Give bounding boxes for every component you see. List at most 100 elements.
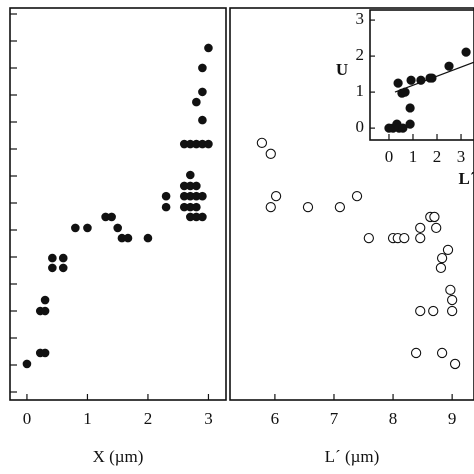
data-point: [204, 43, 213, 53]
x-tick-label: 9: [448, 409, 457, 428]
y-tick-label: 1: [356, 81, 365, 100]
data-point: [416, 75, 426, 85]
data-point: [58, 263, 68, 273]
data-point: [198, 139, 207, 149]
data-point: [436, 252, 448, 264]
data-point: [435, 262, 447, 274]
data-point: [446, 305, 458, 317]
data-point: [431, 222, 442, 234]
data-point: [444, 61, 454, 71]
data-point: [442, 244, 454, 256]
data-point: [143, 233, 153, 243]
data-point: [204, 139, 213, 149]
data-point: [265, 201, 276, 213]
data-point: [179, 191, 189, 201]
data-point: [302, 201, 314, 213]
data-point: [406, 75, 416, 85]
data-point: [40, 295, 50, 305]
x-tick-label: 8: [389, 409, 398, 428]
data-point: [192, 191, 201, 201]
x-tick-label: 0: [385, 147, 394, 166]
data-point: [445, 284, 456, 295]
data-point: [436, 347, 448, 359]
x-tick-label: 1: [409, 147, 418, 166]
data-point: [265, 148, 276, 159]
data-point: [399, 232, 410, 244]
data-point: [192, 212, 201, 222]
data-point: [198, 87, 207, 97]
data-point: [405, 103, 415, 113]
panel-frame: [229, 7, 474, 401]
data-point: [71, 223, 80, 233]
data-point: [186, 202, 195, 212]
data-point: [256, 137, 268, 148]
data-point: [425, 73, 435, 83]
data-point: [415, 222, 426, 234]
data-point: [179, 139, 189, 149]
data-point: [415, 305, 426, 317]
x-tick-label: 1: [83, 409, 92, 428]
x-axis-label: L´: [459, 169, 474, 188]
data-point: [117, 233, 127, 243]
x-tick-label: 6: [271, 409, 280, 428]
data-point: [161, 191, 171, 201]
data-point: [270, 191, 282, 202]
panel-frame: [9, 7, 227, 401]
data-point: [186, 181, 195, 191]
data-point: [40, 348, 50, 358]
data-point: [393, 78, 403, 88]
x-tick-label: 2: [144, 409, 153, 428]
data-point: [186, 170, 195, 180]
data-point: [123, 233, 133, 243]
data-point: [186, 191, 195, 201]
data-point: [101, 212, 110, 222]
data-point: [186, 139, 195, 149]
data-point: [113, 223, 122, 233]
x-tick-label: 2: [433, 147, 442, 166]
data-point: [351, 191, 363, 202]
x-tick-label: 7: [330, 409, 339, 428]
data-point: [428, 305, 439, 317]
x-tick-label: 3: [204, 409, 213, 428]
data-point: [405, 119, 415, 129]
inset-background: [370, 10, 474, 140]
x-tick-label: 0: [23, 409, 32, 428]
data-point: [334, 201, 346, 213]
data-point: [58, 253, 68, 263]
data-point: [83, 223, 92, 233]
data-point: [192, 202, 201, 212]
x-axis-label: X (µm): [93, 447, 144, 466]
data-point: [446, 294, 458, 306]
y-tick-label: 2: [356, 45, 365, 64]
data-point: [48, 253, 57, 263]
data-point: [363, 232, 374, 244]
data-point: [179, 181, 189, 191]
data-point: [198, 212, 207, 222]
data-point: [40, 306, 50, 316]
data-point: [398, 123, 408, 133]
data-point: [192, 97, 201, 107]
data-point: [186, 212, 195, 222]
data-point: [429, 211, 440, 223]
y-tick-label: 3: [356, 9, 365, 28]
panel-frame: [369, 9, 474, 141]
data-point: [179, 202, 189, 212]
data-point: [415, 232, 426, 244]
data-point: [400, 87, 410, 97]
data-point: [198, 63, 207, 73]
data-point: [461, 47, 471, 57]
data-point: [198, 191, 207, 201]
x-axis-label: L´ (µm): [325, 447, 380, 466]
data-point: [107, 212, 116, 222]
data-point: [22, 359, 32, 369]
y-axis-label: U: [336, 60, 348, 79]
x-tick-label: 3: [457, 147, 466, 166]
y-tick-label: 0: [356, 117, 365, 136]
data-point: [48, 263, 57, 273]
data-point: [161, 202, 171, 212]
data-point: [198, 115, 207, 125]
data-point: [449, 358, 461, 370]
data-point: [192, 139, 201, 149]
data-point: [410, 347, 422, 359]
